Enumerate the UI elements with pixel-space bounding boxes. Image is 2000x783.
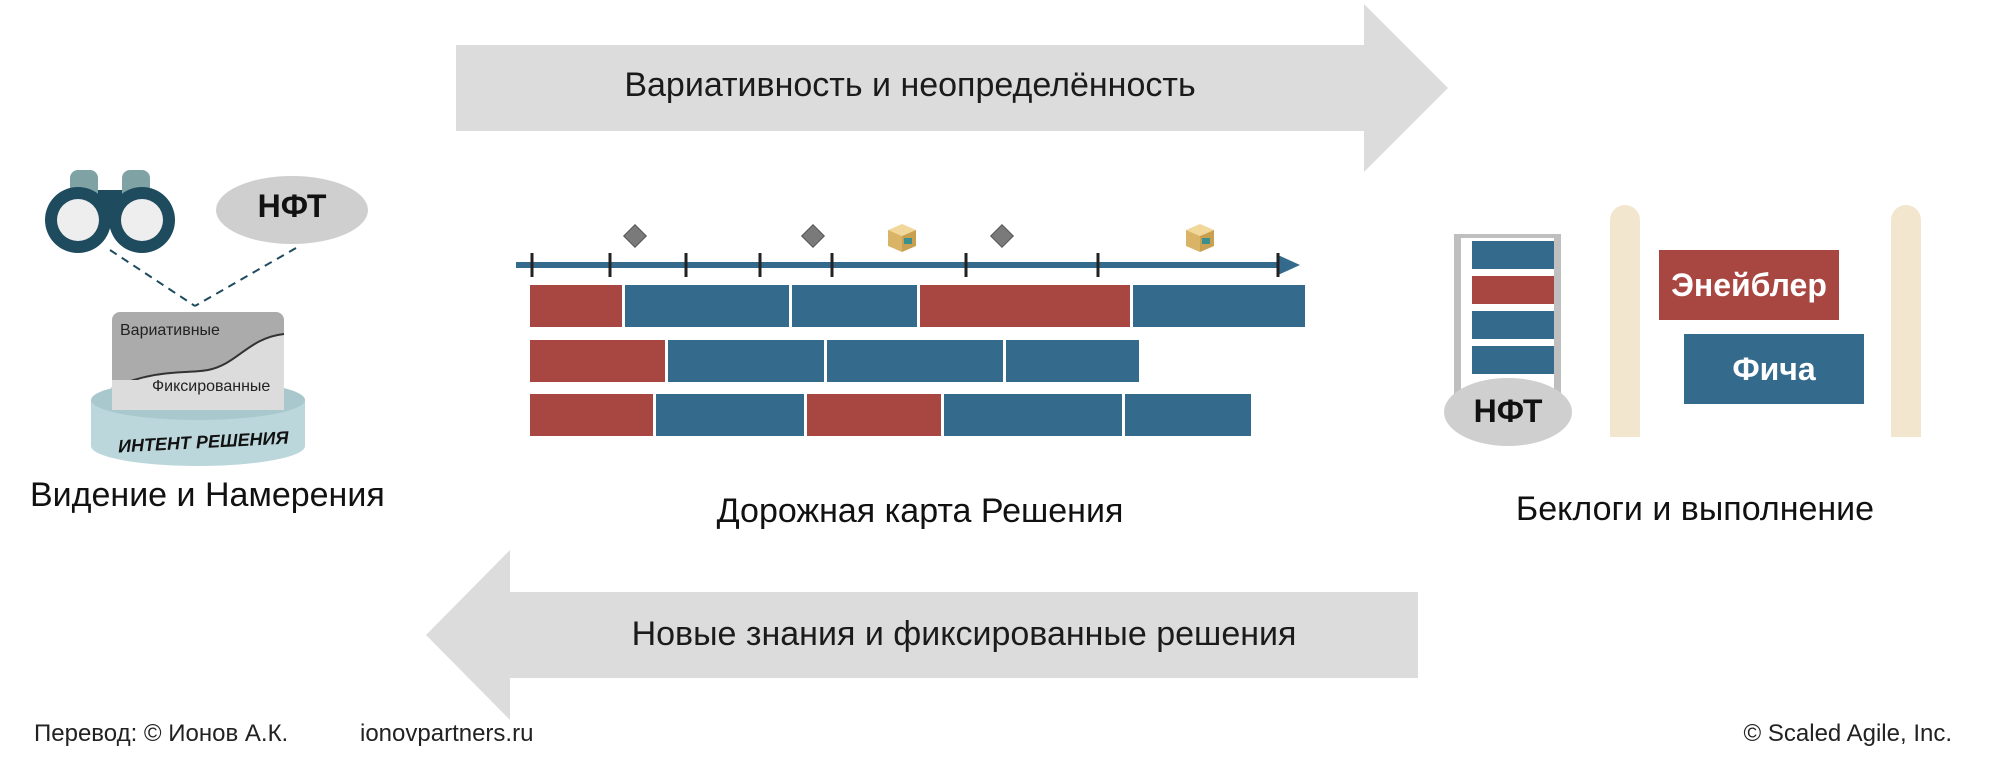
backlog-item xyxy=(1472,311,1554,339)
release-package-icon xyxy=(1186,224,1214,252)
roadmap-bar xyxy=(827,340,1003,382)
fixed-label: Фиксированные xyxy=(152,378,271,395)
roadmap-bar xyxy=(920,285,1130,327)
roadmap-bar xyxy=(656,394,804,436)
vision-caption: Видение и Намерения xyxy=(30,476,385,514)
roadmap-bar xyxy=(530,285,622,327)
nfr-bubble-label: НФТ xyxy=(257,188,327,224)
site-url: ionovpartners.ru xyxy=(360,720,534,747)
binoculars-icon xyxy=(45,170,175,253)
roadmap-bar xyxy=(668,340,824,382)
backlog-item xyxy=(1472,346,1554,374)
roadmap-bar xyxy=(530,340,665,382)
enabler-badge: Энейблер xyxy=(1659,250,1839,320)
roadmap-caption: Дорожная карта Решения xyxy=(716,492,1124,530)
roadmap-bar xyxy=(1125,394,1251,436)
roadmap-bar xyxy=(1133,285,1305,327)
release-package-icon xyxy=(888,224,916,252)
nfr-bubble-shape xyxy=(216,176,368,244)
milestone-diamond-icon xyxy=(622,223,648,249)
bottom-arrow-label: Новые знания и фиксированные решения xyxy=(631,615,1297,653)
roadmap-timeline xyxy=(516,223,1300,277)
variable-label: Вариативные xyxy=(120,322,220,339)
left-post xyxy=(1610,205,1640,437)
right-post xyxy=(1891,205,1921,437)
milestone-diamond-icon xyxy=(989,223,1015,249)
top-arrow-label: Вариативность и неопределённость xyxy=(624,66,1196,104)
backlog-item xyxy=(1472,241,1554,269)
top-arrow-shape xyxy=(456,4,1448,172)
backlog-nfr-label: НФТ xyxy=(1473,393,1543,429)
roadmap-bar xyxy=(792,285,917,327)
backlogs-caption: Беклоги и выполнение xyxy=(1515,490,1875,528)
bottom-arrow-shape xyxy=(426,550,1418,720)
roadmap-bar xyxy=(530,394,653,436)
roadmap-bar xyxy=(944,394,1122,436)
roadmap-bar xyxy=(807,394,941,436)
translation-credit: Перевод: © Ионов А.К. xyxy=(34,720,289,747)
milestone-diamond-icon xyxy=(800,223,826,249)
backlog-item xyxy=(1472,276,1554,304)
backlog-stack-frame xyxy=(1444,234,1572,446)
intent-platform xyxy=(91,312,305,466)
timeline-arrowhead xyxy=(1278,255,1300,275)
feature-badge: Фича xyxy=(1684,334,1864,404)
roadmap-bar xyxy=(1006,340,1139,382)
roadmap-bar xyxy=(625,285,789,327)
dashed-connector xyxy=(109,247,297,307)
copyright: © Scaled Agile, Inc. xyxy=(1743,720,1952,747)
